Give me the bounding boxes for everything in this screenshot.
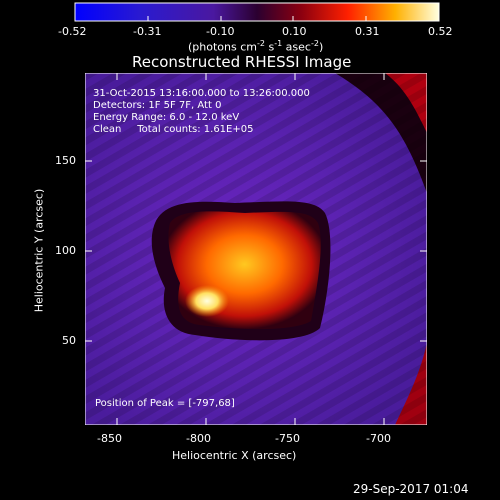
- colorbar: [74, 2, 440, 22]
- y-tick-label: 50: [62, 334, 76, 347]
- colorbar-tick-label: 0.52: [428, 25, 453, 38]
- x-axis-label: Heliocentric X (arcsec): [172, 449, 297, 462]
- plot-title: Reconstructed RHESSI Image: [132, 53, 352, 71]
- x-tick-label: -750: [275, 432, 300, 445]
- colorbar-gradient: [74, 2, 440, 22]
- y-axis-label: Heliocentric Y (arcsec): [32, 188, 46, 313]
- x-tick-label: -700: [366, 432, 391, 445]
- annotation-time: 31-Oct-2015 13:16:00.000 to 13:26:00.000: [93, 88, 310, 99]
- colorbar-tick-label: -0.31: [133, 25, 162, 38]
- colorbar-tick-label: 0.10: [282, 25, 307, 38]
- footer-timestamp: 29-Sep-2017 01:04: [353, 482, 469, 496]
- peak-spot: [185, 285, 229, 317]
- annotation-detectors: Detectors: 1F 5F 7F, Att 0: [93, 100, 222, 111]
- colorbar-unit-label: (photons cm-2 s-1 asec-2): [188, 39, 324, 54]
- colorbar-tick-label: -0.10: [206, 25, 235, 38]
- y-tick-label: 150: [55, 154, 76, 167]
- x-tick-label: -800: [186, 432, 211, 445]
- x-tick-label: -850: [97, 432, 122, 445]
- colorbar-tick-label: -0.52: [58, 25, 87, 38]
- y-tick-label: 100: [55, 244, 76, 257]
- annotation-clean: Clean Total counts: 1.61E+05: [93, 124, 254, 135]
- rhessi-image: [85, 73, 427, 425]
- colorbar-tick-label: 0.31: [355, 25, 380, 38]
- annotation-peak-position: Position of Peak = [-797,68]: [95, 398, 235, 409]
- annotation-energy: Energy Range: 6.0 - 12.0 keV: [93, 112, 240, 123]
